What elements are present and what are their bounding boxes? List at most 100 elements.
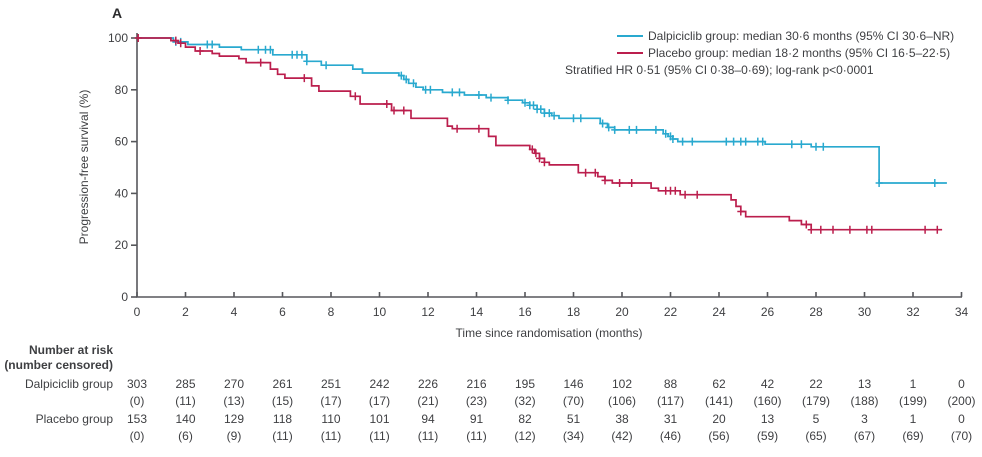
censor-plus-icon — [611, 125, 619, 134]
censor-plus-icon — [208, 40, 216, 49]
censor-plus-icon — [383, 100, 391, 108]
risk-row-label-dalpiciclib: Dalpiciclib group — [24, 377, 113, 391]
y-tick-label: 80 — [115, 83, 129, 97]
censor-plus-icon — [351, 92, 359, 101]
dalpiciclib-line-swatch — [617, 35, 643, 37]
y-tick-label: 0 — [121, 290, 128, 304]
censor-plus-icon — [540, 158, 548, 167]
x-tick-label: 34 — [955, 305, 969, 319]
censored-count-cell: (200) — [947, 394, 976, 408]
censor-plus-icon — [426, 85, 434, 94]
risk-count-cell: 42 — [760, 377, 775, 391]
x-tick-label: 2 — [182, 305, 189, 319]
censor-plus-icon — [652, 125, 660, 134]
risk-count-cell: 153 — [126, 412, 148, 426]
risk-count-cell: 1 — [909, 377, 917, 391]
censor-plus-icon — [390, 106, 398, 115]
x-tick-label: 12 — [421, 305, 435, 319]
censored-count-cell: (13) — [223, 394, 245, 408]
censor-plus-icon — [737, 207, 745, 216]
risk-count-cell: 216 — [466, 377, 487, 391]
placebo-survival-curve — [137, 37, 943, 231]
risk-count-cell: 88 — [663, 377, 678, 391]
censor-plus-icon — [177, 39, 185, 48]
censor-plus-icon — [134, 34, 142, 42]
censor-plus-icon — [662, 129, 670, 138]
censor-plus-icon — [537, 105, 545, 114]
risk-count-cell: 242 — [369, 377, 390, 391]
censor-plus-icon — [601, 176, 609, 185]
censored-count-cell: (179) — [801, 394, 830, 408]
censor-plus-icon — [577, 114, 585, 123]
x-tick-label: 8 — [328, 305, 335, 319]
censor-plus-icon — [679, 137, 687, 146]
censor-plus-icon — [550, 111, 558, 120]
risk-row-label-placebo: Placebo group — [35, 412, 113, 426]
censor-plus-icon — [625, 125, 633, 134]
censor-plus-icon — [397, 71, 405, 80]
censor-plus-icon — [591, 168, 599, 177]
x-tick-label: 20 — [615, 305, 629, 319]
censor-plus-icon — [671, 186, 679, 195]
censored-count-cell: (15) — [271, 394, 294, 408]
risk-count-cell: 270 — [223, 377, 245, 391]
censored-count-cell: (199) — [898, 394, 927, 408]
censored-count-cell: (0) — [129, 394, 145, 408]
censor-plus-icon — [254, 45, 262, 54]
censored-count-cell: (34) — [562, 429, 585, 443]
censored-count-cell: (11) — [417, 429, 439, 443]
censored-count-cell: (65) — [805, 429, 827, 443]
censor-plus-icon — [475, 124, 483, 133]
risk-count-cell: 129 — [223, 412, 245, 426]
censor-plus-icon — [730, 137, 738, 146]
censor-plus-icon — [817, 225, 825, 234]
risk-count-cell: 94 — [421, 412, 435, 426]
censor-plus-icon — [628, 179, 636, 187]
censor-plus-icon — [868, 225, 876, 234]
censored-count-cell: (46) — [659, 429, 682, 443]
x-tick-label: 16 — [518, 305, 532, 319]
censor-plus-icon — [829, 225, 837, 234]
y-tick-label: 40 — [115, 186, 129, 200]
censor-plus-icon — [570, 114, 577, 123]
censored-count-cell: (21) — [417, 394, 439, 408]
risk-table-header-line2: (number censored) — [4, 358, 113, 372]
censor-plus-icon — [536, 154, 543, 163]
censor-plus-icon — [298, 50, 306, 59]
placebo-line-swatch — [617, 52, 643, 54]
censored-count-cell: (56) — [708, 429, 730, 443]
censor-plus-icon — [532, 149, 540, 158]
dalpiciclib-censor-marks — [172, 37, 939, 187]
placebo-censor-marks — [134, 34, 941, 234]
censor-plus-icon — [582, 168, 590, 177]
censor-plus-icon — [453, 124, 461, 133]
censor-plus-icon — [846, 225, 854, 234]
risk-count-cell: 22 — [809, 377, 823, 391]
risk-count-cell: 3 — [861, 412, 868, 426]
axes — [131, 33, 963, 298]
censored-count-cell: (67) — [853, 429, 876, 443]
risk-count-cell: 38 — [615, 412, 629, 426]
y-axis-title: Progression-free survival (%) — [77, 90, 91, 245]
risk-count-cell: 0 — [958, 377, 965, 391]
risk-count-cell: 226 — [417, 377, 439, 391]
censored-count-cell: (117) — [656, 394, 685, 408]
risk-count-cell: 51 — [566, 412, 581, 426]
censored-count-cell: (11) — [175, 394, 196, 408]
censored-count-cell: (42) — [611, 429, 633, 443]
censor-plus-icon — [521, 98, 529, 107]
censor-plus-icon — [807, 225, 815, 234]
legend-item-dalpiciclib: Dalpiciclib group: median 30·6 months (9… — [617, 29, 954, 43]
risk-count-cell: 13 — [857, 377, 872, 391]
censor-plus-icon — [530, 101, 537, 110]
risk-count-cell: 102 — [611, 377, 633, 391]
censor-plus-icon — [545, 109, 553, 118]
panel-label: A — [112, 5, 123, 21]
x-tick-label: 28 — [809, 305, 823, 319]
censored-count-cell: (69) — [902, 429, 924, 443]
x-tick-label: 18 — [567, 305, 581, 319]
risk-count-cell: 285 — [175, 377, 196, 391]
censor-plus-icon — [456, 88, 463, 97]
